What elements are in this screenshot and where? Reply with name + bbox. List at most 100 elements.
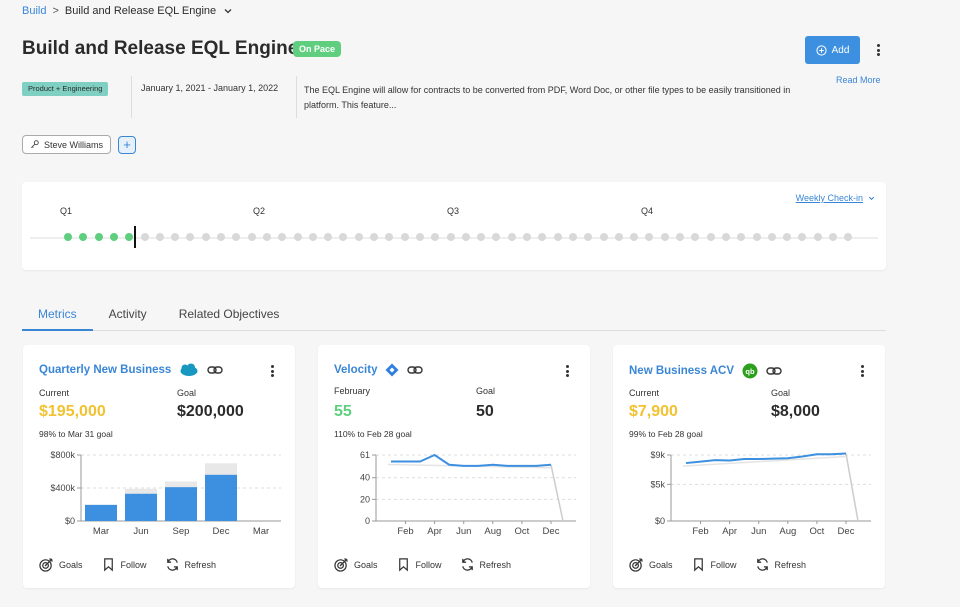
week-dot[interactable] [829,233,837,241]
week-dot[interactable] [415,233,424,241]
follow-label: Follow [710,559,737,570]
follow-button[interactable]: Follow [691,557,737,572]
target-icon [629,558,643,572]
week-dot[interactable] [186,233,195,241]
goal-value: 50 [476,403,494,420]
goals-label: Goals [59,559,83,570]
add-owner-button[interactable]: + [118,136,136,154]
page-more-icon[interactable] [871,42,885,58]
week-dot[interactable] [737,233,746,241]
week-dot[interactable] [844,233,853,241]
week-dot[interactable] [553,233,562,241]
tab-activity[interactable]: Activity [108,307,147,321]
week-dot[interactable] [798,233,807,241]
chevron-down-icon[interactable] [222,5,234,17]
value-bar[interactable] [165,487,197,521]
week-dot[interactable] [492,233,501,241]
week-dot[interactable] [201,233,210,241]
y-tick-label: 0 [365,516,370,526]
week-dot[interactable] [477,233,486,241]
week-dot[interactable] [232,233,241,241]
week-dot[interactable] [767,233,776,241]
value-bar[interactable] [205,474,237,521]
week-dot[interactable] [568,233,577,241]
week-dot[interactable] [630,233,639,241]
week-dot[interactable] [339,233,348,241]
week-dot[interactable] [155,233,164,241]
goal-label: Goal [177,388,197,398]
goals-button[interactable]: Goals [629,557,673,572]
week-dot[interactable] [217,233,225,241]
x-tick-label: Sep [173,526,190,537]
week-dot[interactable] [109,233,118,241]
week-dot[interactable] [247,233,256,241]
value-bar[interactable] [85,504,117,521]
week-dot[interactable] [94,233,103,241]
read-more-link[interactable]: Read More [836,75,881,85]
week-dot[interactable] [676,233,684,241]
week-dot[interactable] [400,233,409,241]
week-dot[interactable] [614,233,623,241]
week-dot[interactable] [431,233,440,241]
weekly-check-in-dropdown[interactable]: Weekly Check-in [796,193,876,203]
metric-card-title[interactable]: Quarterly New Business [39,363,224,377]
week-dot[interactable] [721,233,730,241]
week-dot[interactable] [645,233,654,241]
week-dot[interactable] [324,233,333,241]
week-dot[interactable] [599,233,608,241]
tab-metrics[interactable]: Metrics [22,300,93,331]
link-icon[interactable] [207,365,224,375]
refresh-button[interactable]: Refresh [755,557,806,572]
week-dot[interactable] [523,233,531,241]
week-dot[interactable] [278,233,287,241]
week-dot[interactable] [660,233,669,241]
week-dot[interactable] [293,233,302,241]
week-dot[interactable] [171,233,180,241]
week-dot[interactable] [354,233,363,241]
quickbooks-icon: qb [742,363,758,379]
card-more-icon[interactable] [560,363,574,379]
week-dot[interactable] [752,233,761,241]
x-tick-label: Jun [133,526,148,537]
week-dot[interactable] [461,233,470,241]
x-tick-label: Apr [722,526,737,537]
breadcrumb-root-link[interactable]: Build [22,5,47,17]
week-dot[interactable] [140,233,149,241]
card-more-icon[interactable] [855,363,869,379]
goals-button[interactable]: Goals [334,557,378,572]
week-dot[interactable] [262,233,271,241]
follow-button[interactable]: Follow [101,557,147,572]
week-dot[interactable] [79,233,88,241]
week-dot[interactable] [783,233,792,241]
metric-card-title[interactable]: Velocity [334,363,424,377]
week-dot[interactable] [370,233,378,241]
add-button[interactable]: Add [805,36,860,64]
link-icon[interactable] [407,365,424,375]
week-dot[interactable] [446,233,455,241]
week-dot[interactable] [64,233,72,241]
refresh-button[interactable]: Refresh [165,557,216,572]
week-dot[interactable] [538,233,547,241]
metric-card-title[interactable]: New Business ACV qb [629,363,782,379]
value-bar[interactable] [125,493,157,521]
week-dot[interactable] [706,233,715,241]
series-line[interactable] [391,453,552,467]
week-dot[interactable] [691,233,700,241]
goals-button[interactable]: Goals [39,557,83,572]
week-dot[interactable] [584,233,593,241]
jira-icon [385,363,399,377]
week-dot[interactable] [813,233,822,241]
week-dot[interactable] [385,233,394,241]
breadcrumb-separator: > [52,5,59,17]
refresh-button[interactable]: Refresh [460,557,511,572]
follow-button[interactable]: Follow [396,557,442,572]
owner-chip[interactable]: Steve Williams [22,135,112,154]
weekly-check-in-label: Weekly Check-in [795,193,863,203]
tab-related-objectives[interactable]: Related Objectives [178,307,280,321]
week-dot[interactable] [507,233,516,241]
week-dot[interactable] [308,233,317,241]
week-dot[interactable] [125,233,134,241]
card-more-icon[interactable] [265,363,279,379]
series-line[interactable] [685,452,847,465]
link-icon[interactable] [766,366,782,376]
